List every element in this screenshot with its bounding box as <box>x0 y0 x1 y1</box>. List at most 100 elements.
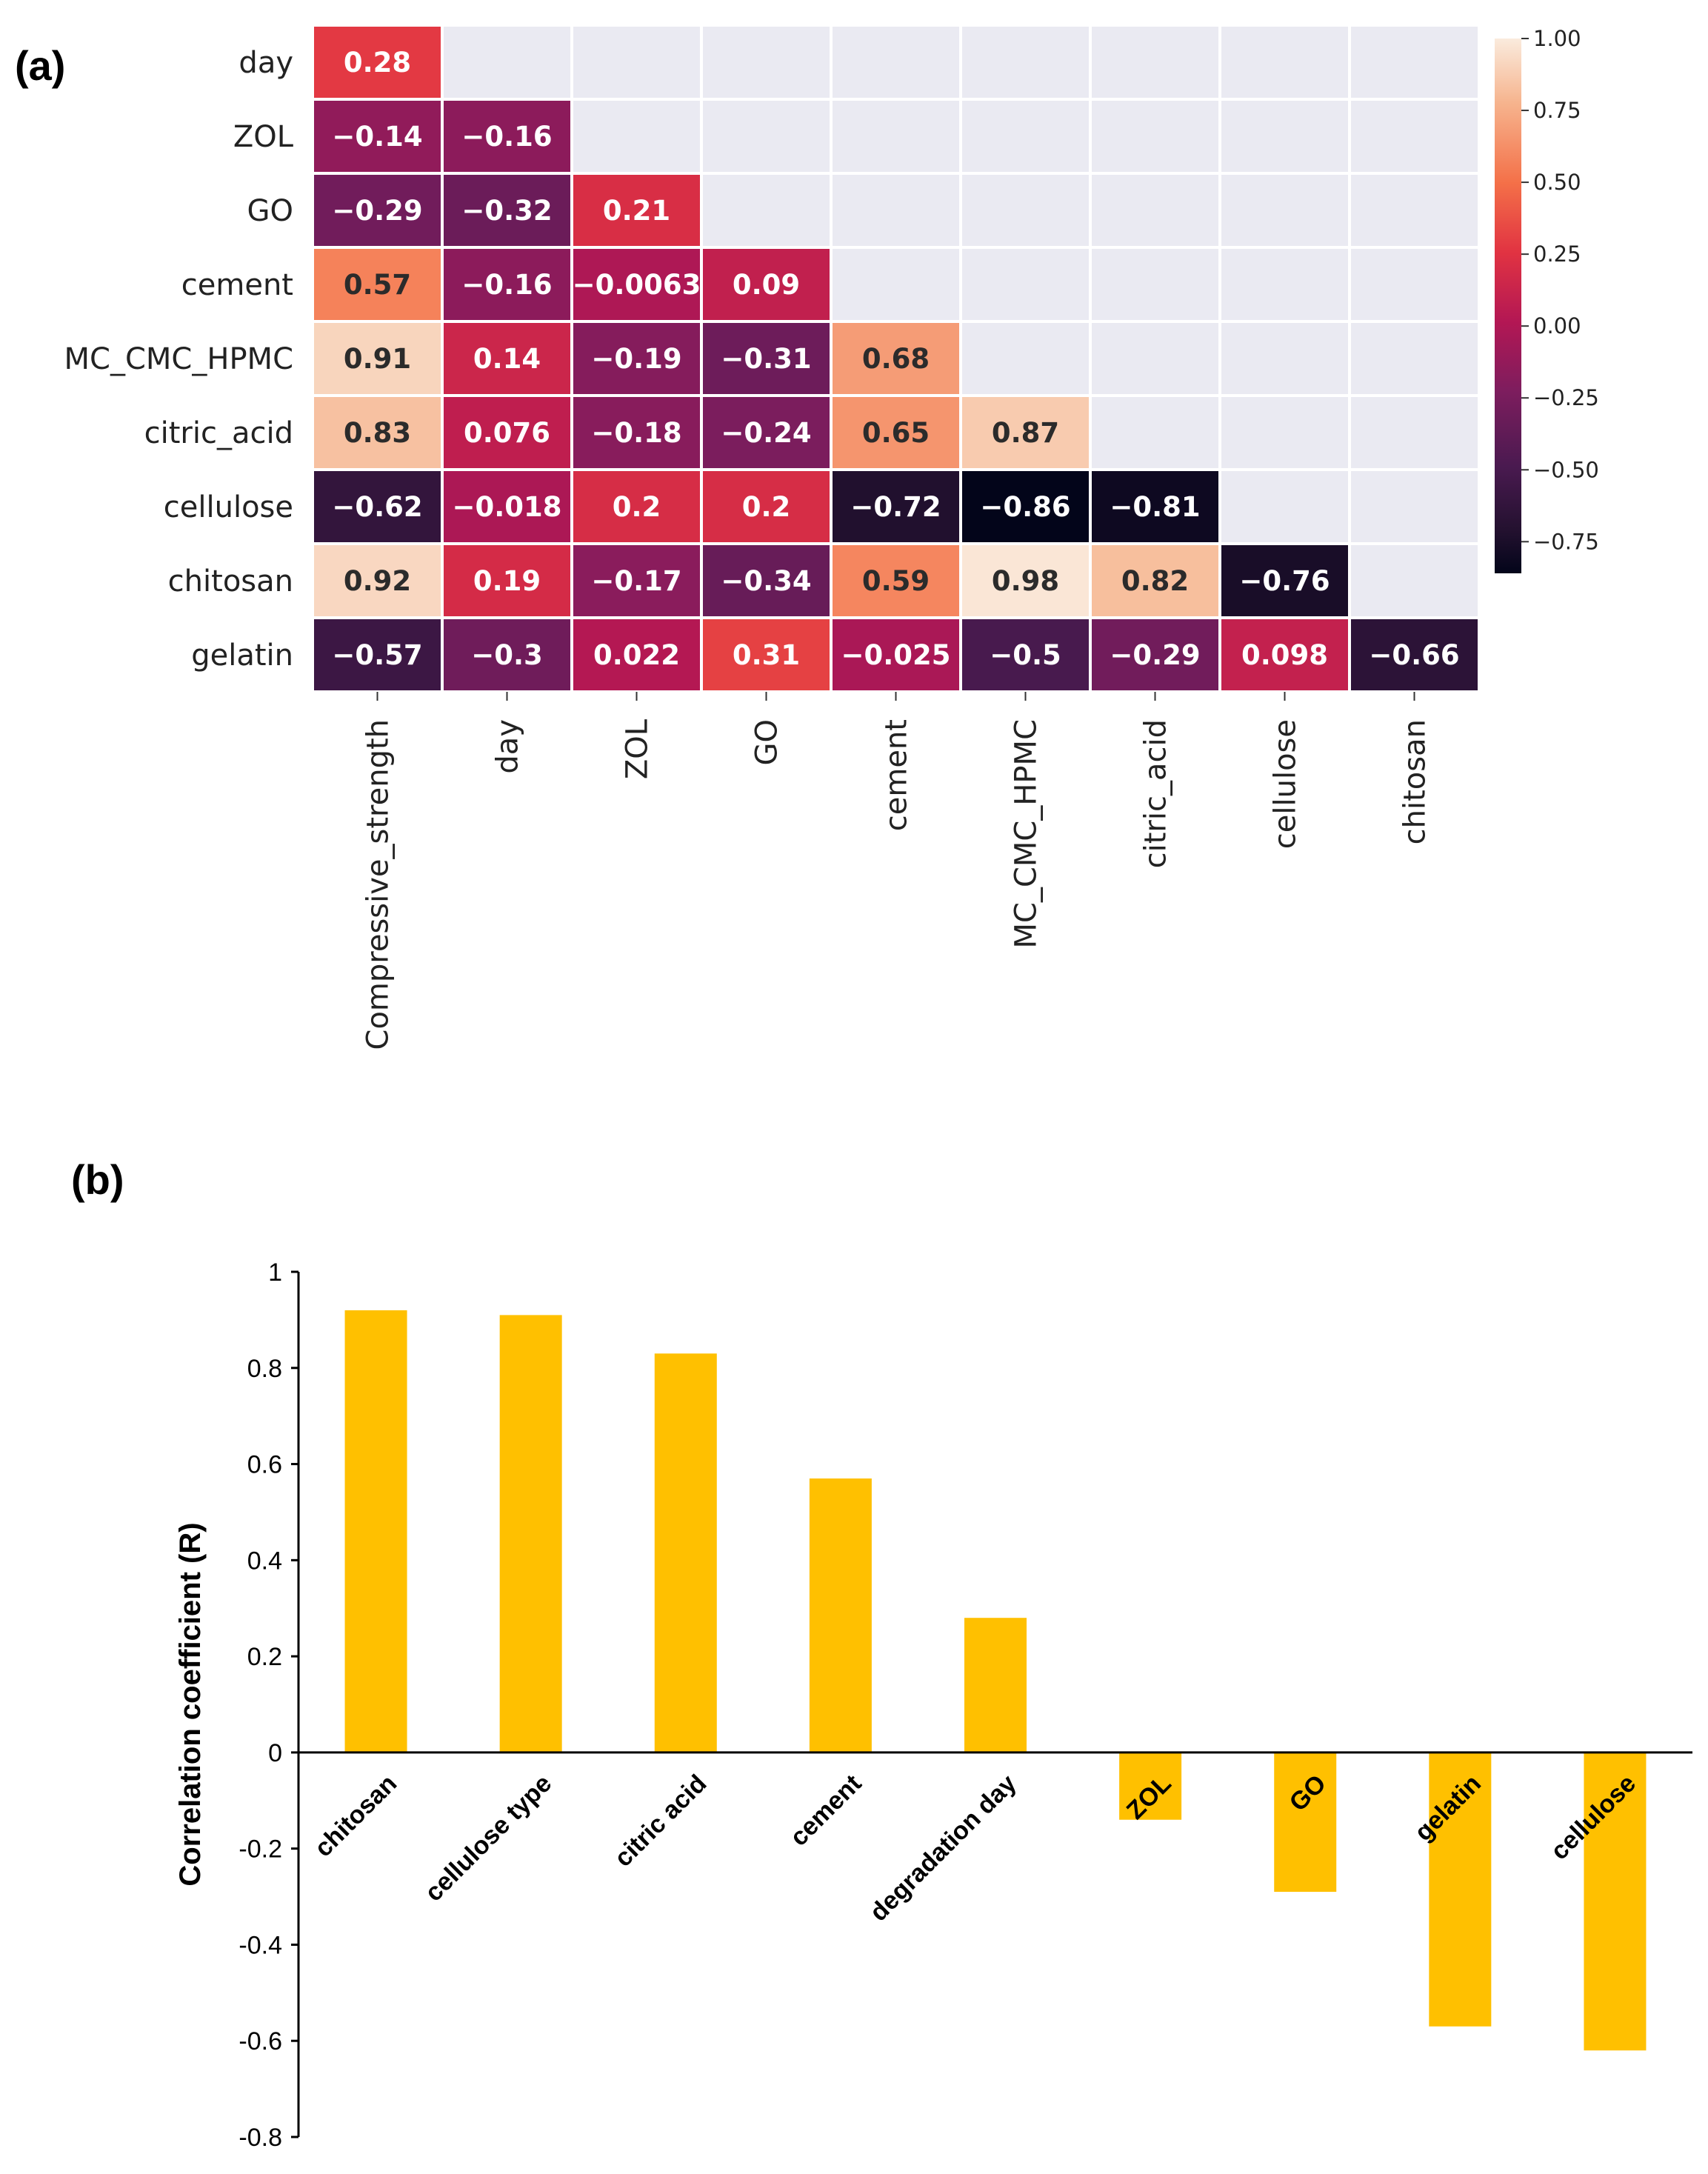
heatmap-cell-label: −0.86 <box>980 491 1070 523</box>
heatmap-cell <box>833 323 959 394</box>
correlation-heatmap: 0.28 day −0.14 −0.16 ZOL −0.29 −0.32 0.21 GO 0.57… <box>64 25 1479 1050</box>
heatmap-cell <box>1221 545 1348 616</box>
heatmap-cell-label: −0.72 <box>850 491 941 523</box>
heatmap-cell <box>703 619 830 690</box>
heatmap-cell-label: −0.3 <box>471 639 543 671</box>
heatmap-cell <box>962 619 1089 690</box>
colorbar-tick-label: −0.25 <box>1533 385 1599 410</box>
heatmap-cell <box>703 471 830 542</box>
colorbar-tick-label: 0.50 <box>1533 170 1581 195</box>
heatmap-cell-label: −0.19 <box>591 343 681 375</box>
bar <box>654 1353 717 1753</box>
colorbar-gradient <box>1495 39 1521 573</box>
bar-y-tick-label: 0 <box>268 1739 282 1767</box>
heatmap-cell-label: 0.87 <box>992 417 1059 449</box>
colorbar-tick-label: 0.00 <box>1533 313 1581 339</box>
heatmap-cell <box>703 397 830 468</box>
heatmap-cell-label: −0.17 <box>591 565 681 597</box>
heatmap-masked-cell <box>573 27 700 98</box>
bar <box>1584 1752 1647 2051</box>
heatmap-masked-cell <box>1221 323 1348 394</box>
heatmap-cell-label: 0.076 <box>464 417 550 449</box>
heatmap-cell <box>962 471 1089 542</box>
heatmap-masked-cell <box>962 27 1089 98</box>
heatmap-col-label: cement <box>880 719 914 831</box>
heatmap-cell-label: 0.022 <box>593 639 680 671</box>
heatmap-masked-cell <box>1092 249 1218 320</box>
bar <box>344 1310 407 1753</box>
heatmap-cell-label: −0.29 <box>332 195 422 227</box>
heatmap-cell-label: 0.82 <box>1121 565 1189 597</box>
heatmap-masked-cell <box>833 101 959 172</box>
heatmap-cell <box>314 27 441 98</box>
heatmap-masked-cell <box>1221 249 1348 320</box>
heatmap-cell-label: 0.21 <box>603 195 670 227</box>
bar <box>1429 1752 1492 2027</box>
heatmap-row-label: gelatin <box>191 638 293 673</box>
bar <box>1119 1752 1182 1820</box>
bar-y-tick-label: 0.6 <box>247 1451 282 1479</box>
heatmap-cell <box>314 175 441 246</box>
heatmap-col-label: GO <box>750 719 784 765</box>
heatmap-cell-label: −0.57 <box>332 639 422 671</box>
heatmap-cell <box>833 619 959 690</box>
heatmap-masked-cell <box>1092 397 1218 468</box>
heatmap-masked-cell <box>1221 175 1348 246</box>
heatmap-cell-label: 0.09 <box>733 269 800 301</box>
heatmap-cell-label: −0.31 <box>721 343 811 375</box>
heatmap-cell-label: −0.32 <box>461 195 552 227</box>
heatmap-masked-cell <box>1092 175 1218 246</box>
bar <box>1274 1752 1337 1893</box>
heatmap-masked-cell <box>703 27 830 98</box>
heatmap-cell <box>833 397 959 468</box>
panel-b-label: (b) <box>71 1156 124 1203</box>
heatmap-cell-label: −0.0063 <box>573 269 701 301</box>
heatmap-cell-label: 0.2 <box>613 491 661 523</box>
heatmap-row-label: ZOL <box>233 120 294 154</box>
heatmap-cell <box>1092 545 1218 616</box>
heatmap-cell-label: −0.16 <box>461 269 552 301</box>
heatmap-cell <box>314 249 441 320</box>
bar-y-tick-label: 0.2 <box>247 1643 282 1671</box>
colorbar-tick-label: 0.75 <box>1533 98 1581 123</box>
heatmap-masked-cell <box>962 323 1089 394</box>
heatmap-cell-label: −0.29 <box>1110 639 1200 671</box>
heatmap-cell <box>1351 619 1478 690</box>
bar-y-tick-label: 0.4 <box>247 1547 282 1575</box>
bar-category-label: chitosan <box>309 1770 402 1863</box>
heatmap-cell <box>703 249 830 320</box>
heatmap-cell-label: 0.31 <box>733 639 800 671</box>
heatmap-masked-cell <box>444 27 570 98</box>
bar <box>499 1315 562 1753</box>
bar-y-tick-label: -0.4 <box>238 1931 282 1959</box>
heatmap-col-label: Compressive_strength <box>361 719 396 1050</box>
colorbar: 1.00 0.75 0.50 0.25 0.00 −0.25 −0.50 −0.75 <box>1495 26 1599 573</box>
heatmap-cell-label: −0.18 <box>591 417 681 449</box>
heatmap-masked-cell <box>703 175 830 246</box>
colorbar-tick-label: −0.50 <box>1533 457 1599 482</box>
heatmap-masked-cell <box>1092 101 1218 172</box>
heatmap-cell-label: 0.92 <box>344 565 411 597</box>
heatmap-masked-cell <box>1221 397 1348 468</box>
heatmap-cell <box>314 101 441 172</box>
heatmap-cell <box>573 471 700 542</box>
heatmap-cell <box>703 545 830 616</box>
panel-a-label: (a) <box>15 42 65 89</box>
heatmap-masked-cell <box>833 27 959 98</box>
heatmap-cell-label: 0.98 <box>992 565 1059 597</box>
heatmap-cell <box>444 101 570 172</box>
heatmap-col-label: day <box>491 719 525 774</box>
heatmap-masked-cell <box>1221 101 1348 172</box>
heatmap-cell <box>573 545 700 616</box>
heatmap-cell-label: −0.5 <box>990 639 1061 671</box>
heatmap-cell <box>444 619 570 690</box>
heatmap-cell <box>444 471 570 542</box>
heatmap-cell <box>833 545 959 616</box>
heatmap-cell <box>703 323 830 394</box>
heatmap-cell-label: 0.2 <box>742 491 791 523</box>
correlation-bar-chart: 1 0.8 0.6 0.4 0.2 0 -0.2 -0.4 -0.6 -0.8 Correlatio… <box>174 1258 1692 2152</box>
heatmap-col-label: MC_CMC_HPMC <box>1010 719 1044 948</box>
heatmap-cell-label: 0.83 <box>344 417 411 449</box>
heatmap-masked-cell <box>1221 27 1348 98</box>
heatmap-cell-label: −0.81 <box>1110 491 1200 523</box>
